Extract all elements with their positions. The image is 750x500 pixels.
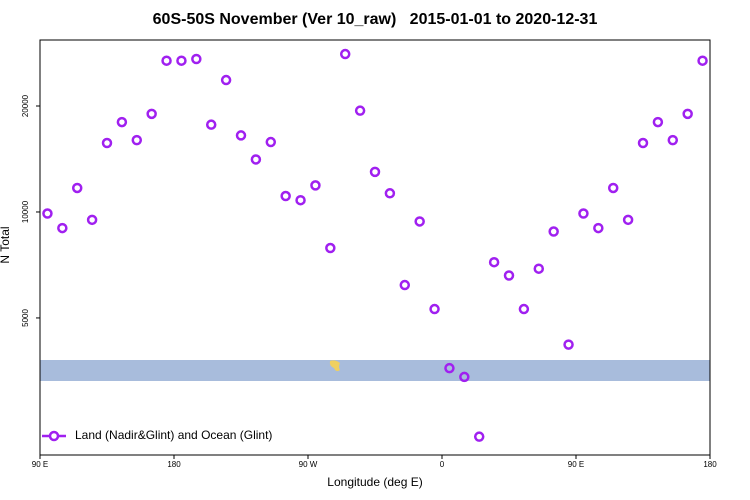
map-strip <box>40 360 710 381</box>
x-tick-label: 90 E <box>568 460 584 469</box>
legend-marker <box>48 430 60 442</box>
point <box>205 119 217 130</box>
point <box>503 270 515 281</box>
point <box>459 371 470 383</box>
point <box>399 279 411 291</box>
x-axis-label: Longitude (deg E) <box>327 475 422 489</box>
y-axis-label: N Total <box>0 226 12 263</box>
point <box>637 137 649 149</box>
point <box>250 154 262 165</box>
point <box>563 339 574 350</box>
point <box>295 194 306 206</box>
plot-frame <box>39 39 711 456</box>
point <box>131 134 143 146</box>
point <box>280 190 291 202</box>
point <box>682 108 693 120</box>
point <box>71 182 83 194</box>
point <box>191 53 202 65</box>
point <box>697 55 708 66</box>
x-tick-label: 90 E <box>32 460 48 469</box>
point <box>414 216 425 227</box>
point <box>116 116 128 128</box>
x-tick-label: 180 <box>167 460 181 469</box>
point <box>488 256 500 268</box>
x-tick-label: 0 <box>440 460 445 469</box>
point <box>310 180 321 191</box>
point <box>578 208 589 219</box>
point <box>354 105 366 116</box>
point <box>607 182 619 194</box>
point <box>161 55 172 66</box>
point <box>146 108 157 120</box>
point <box>652 116 664 128</box>
point <box>533 263 545 274</box>
legend-label: Land (Nadir&Glint) and Ocean (Glint) <box>75 428 272 442</box>
point <box>265 136 277 148</box>
point <box>667 134 679 146</box>
point <box>101 137 113 149</box>
point <box>235 130 247 141</box>
point <box>384 188 396 199</box>
point <box>622 214 634 226</box>
point <box>325 242 336 254</box>
chart-title: 60S-50S November (Ver 10_raw) 2015-01-01… <box>153 11 598 28</box>
point <box>42 208 53 219</box>
point <box>86 214 98 226</box>
point <box>548 226 559 237</box>
point <box>429 303 440 315</box>
x-tick-label: 90 W <box>299 460 318 469</box>
y-tick-label: 20000 <box>21 94 30 117</box>
point <box>518 303 530 315</box>
y-tick-label: 10000 <box>21 200 30 223</box>
point <box>176 55 187 66</box>
point <box>339 48 351 60</box>
point <box>444 362 455 374</box>
land-shape <box>329 360 340 372</box>
point <box>369 166 381 178</box>
point <box>220 74 232 86</box>
point <box>593 222 604 234</box>
point <box>473 431 485 442</box>
y-tick-label: 5000 <box>21 308 30 326</box>
x-tick-label: 180 <box>703 460 717 469</box>
point <box>57 222 68 234</box>
